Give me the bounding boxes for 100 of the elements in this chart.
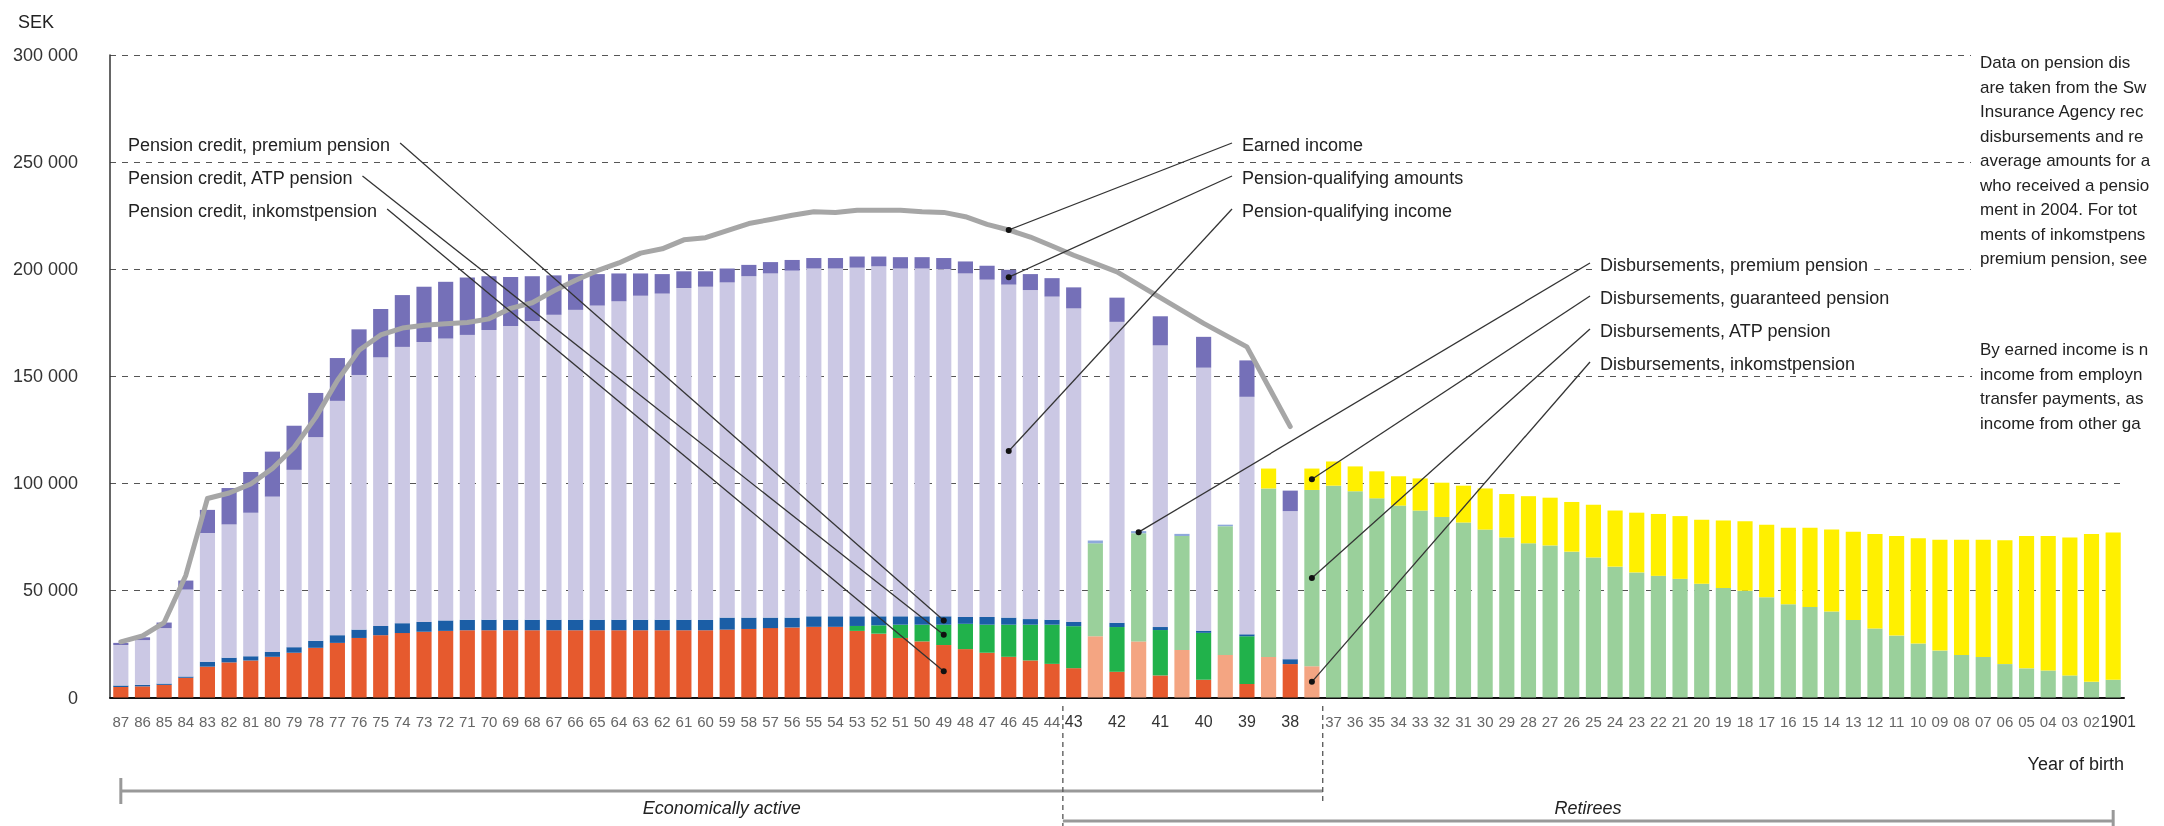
x-tick-label: 48	[957, 712, 974, 730]
x-tick-label: 76	[350, 712, 368, 730]
x-tick-label: 49	[935, 712, 953, 730]
text: Disbursements, premium pension	[1600, 255, 1869, 275]
x-tick-label: 54	[827, 712, 844, 730]
x-tick-label: 60	[697, 712, 714, 730]
x-tick-label: 65	[588, 712, 606, 730]
x-tick-label: 23	[1628, 712, 1646, 730]
x-tick-label: 38	[1281, 713, 1300, 730]
x-tick-label: 33	[1411, 712, 1429, 730]
y-tick-label: 300 000	[12, 45, 78, 65]
x-tick-label: 63	[632, 712, 649, 730]
annotation: By earned income is n income from employn transfer payments, as income from other ga	[1980, 340, 2149, 433]
x-tick-label: 73	[415, 712, 433, 730]
x-tick-label: 82	[220, 712, 238, 730]
text: Disbursements, ATP pension	[1600, 321, 1831, 341]
y-tick-label: 250 000	[12, 152, 78, 173]
x-tick-label: 85	[155, 712, 173, 730]
text: Disbursements, guaranteed pension	[1600, 288, 1890, 308]
x-tick-label: 34	[1390, 712, 1407, 730]
text: Retirees	[1554, 798, 1622, 818]
x-tick-label: 57	[762, 712, 779, 730]
y-tick-label: 0	[67, 687, 78, 708]
x-tick-label: 19	[1715, 712, 1732, 730]
x-tick-label: 24	[1606, 712, 1624, 730]
x-tick-label: 78	[307, 712, 325, 730]
x-tick-label: 58	[740, 712, 758, 730]
x-tick-label: 25	[1585, 712, 1602, 730]
x-tick-label: 81	[242, 712, 260, 730]
x-tick-label: 36	[1346, 712, 1364, 730]
y-tick-label: 100 000	[12, 473, 78, 494]
x-tick-label: 35	[1368, 712, 1386, 730]
x-tick-label: 16	[1779, 712, 1797, 730]
x-axis-title: Year of birth	[2027, 754, 2124, 774]
x-tick-label: 05	[2018, 712, 2035, 730]
x-tick-label: 75	[372, 712, 390, 730]
x-tick-label: 20	[1693, 712, 1711, 730]
x-tick-label: 13	[1844, 712, 1862, 730]
x-tick-label: 71	[458, 712, 476, 730]
x-tick-label: 83	[199, 712, 216, 730]
x-tick-label: 69	[502, 712, 519, 730]
x-tick-label: 17	[1758, 712, 1776, 730]
x-tick-label: 77	[329, 712, 346, 730]
x-tick-label: 74	[394, 712, 411, 730]
x-tick-label: 15	[1801, 712, 1819, 730]
y-tick-label: 150 000	[12, 366, 78, 387]
x-tick-label: 84	[177, 712, 195, 730]
x-tick-label: 87	[112, 712, 130, 730]
x-tick-label: 47	[978, 712, 996, 730]
x-tick-label: 12	[1866, 712, 1884, 730]
x-tick-label: 61	[675, 712, 693, 730]
x-tick-label: 08	[1953, 712, 1970, 730]
x-tick-label: 06	[1996, 712, 2014, 730]
x-tick-label: 39	[1238, 713, 1256, 730]
x-tick-label: 66	[567, 712, 584, 730]
x-tick-label: 44	[1043, 712, 1061, 730]
text: Economically active	[642, 798, 801, 818]
x-tick-label: 26	[1563, 712, 1581, 730]
x-tick-label: 40	[1194, 713, 1213, 730]
x-tick-label: 43	[1064, 713, 1083, 730]
x-tick-label: 42	[1108, 713, 1126, 730]
x-tick-label: 41	[1151, 713, 1170, 730]
text: Disbursements, inkomstpension	[1600, 354, 1856, 374]
x-tick-label: 1901	[2100, 713, 2137, 730]
x-tick-label: 22	[1650, 712, 1667, 730]
x-tick-label: 18	[1736, 712, 1754, 730]
x-tick-label: 10	[1909, 712, 1927, 730]
x-tick-label: 03	[2061, 712, 2079, 730]
x-tick-label: 11	[1888, 712, 1905, 730]
y-axis-title: SEK	[18, 12, 55, 32]
x-tick-label: 67	[545, 712, 563, 730]
x-tick-label: 70	[480, 712, 498, 730]
x-tick-label: 30	[1476, 712, 1494, 730]
x-tick-label: 79	[285, 712, 303, 730]
text: Pension credit, ATP pension	[128, 168, 353, 188]
y-tick-label: 50 000	[22, 580, 78, 601]
y-tick-label: 200 000	[12, 259, 78, 280]
text: Earned income	[1242, 135, 1364, 155]
text: Pension credit, inkomstpension	[128, 201, 378, 221]
x-tick-label: 52	[870, 712, 888, 730]
x-tick-label: 21	[1671, 712, 1689, 730]
x-tick-label: 56	[783, 712, 801, 730]
text: Pension-qualifying amounts	[1242, 168, 1464, 188]
text: Data on pension dis are taken from the Sw Insurance Agency rec disbursements and re average amounts for a who received a pensio ment in 2004. For tot ments of inkomstpens premium pension, see	[1980, 53, 2151, 268]
x-tick-label: 55	[805, 712, 823, 730]
x-tick-label: 72	[437, 712, 455, 730]
x-tick-label: 86	[134, 712, 151, 730]
x-tick-label: 45	[1022, 712, 1039, 730]
x-tick-label: 02	[2083, 712, 2100, 730]
x-tick-label: 53	[848, 712, 866, 730]
x-tick-label: 59	[718, 712, 736, 730]
x-tick-label: 29	[1498, 712, 1516, 730]
x-tick-label: 62	[653, 712, 671, 730]
x-tick-label: 32	[1433, 712, 1451, 730]
x-tick-label: 80	[264, 712, 281, 730]
x-tick-label: 28	[1520, 712, 1537, 730]
x-tick-label: 50	[913, 712, 931, 730]
x-tick-label: 51	[892, 712, 909, 730]
x-tick-label: 64	[610, 712, 628, 730]
x-tick-label: 27	[1541, 712, 1559, 730]
